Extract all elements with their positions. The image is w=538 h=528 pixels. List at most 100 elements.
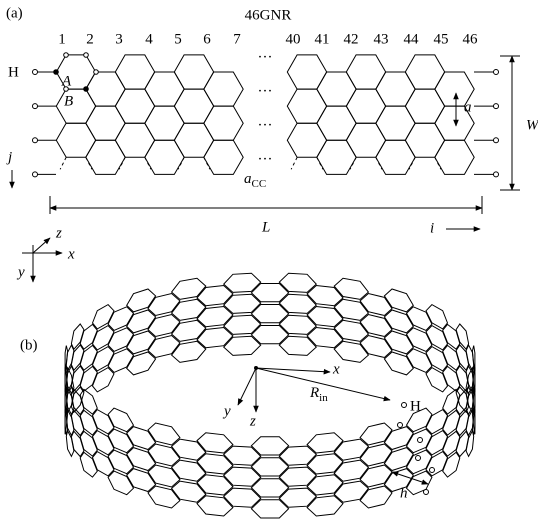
hexagon [172,439,206,460]
panel-label: (b) [20,337,38,353]
h-atom [33,138,38,143]
hexagon [307,475,343,495]
hexagon [360,465,392,487]
hexagon [360,315,392,337]
hexagon [317,72,356,106]
hexagon [197,454,233,474]
hexagon [108,450,133,474]
column-label: 3 [115,31,123,47]
ellipsis: ··· [258,117,273,133]
column-label: 41 [315,31,330,47]
hexagon [307,307,343,327]
hexagon [148,423,180,445]
hexagon [426,410,448,434]
hexagon [197,286,233,306]
hexagon [287,55,326,89]
hexagon [334,278,368,299]
axis-label: x [67,246,75,262]
h-atom [418,438,423,443]
i-label: i [430,220,434,236]
hexagon [334,320,368,341]
hexagon [376,106,415,140]
j-label: j [6,149,12,165]
hexagon [426,368,448,392]
hexagon [346,55,385,89]
hexagon [405,55,444,89]
origin [254,366,258,370]
hexagon [307,433,343,453]
hexagon [197,328,233,348]
column-label: 40 [286,31,301,47]
hexagon [204,72,243,106]
hexagon [148,444,180,466]
hexagon [334,299,368,320]
column-label: 1 [58,31,66,47]
atom [84,53,89,58]
hexagon [443,452,460,477]
hexagon [127,427,156,450]
width-label: W [526,117,538,133]
h-atom [494,138,499,143]
axis-label: y [16,264,25,280]
hexagon [426,347,448,371]
h-atom-label: H [8,64,19,80]
hexagon [360,336,392,358]
h-atom [424,490,429,495]
axis-label: z [55,225,62,241]
axis-y [238,368,256,405]
hexagon [376,72,415,106]
hexagon [426,326,448,350]
hexagon [127,310,156,333]
hexagon [148,336,180,358]
axis-label: x [332,361,340,377]
h-atom [430,468,435,473]
column-label: 43 [374,31,389,47]
hexagon [148,486,180,508]
h-atom [494,104,499,109]
hexagon [145,72,184,106]
axis-z [33,238,50,253]
h-atom-label: H [410,398,421,414]
h-atom [494,70,499,75]
ring-lattice [65,273,475,518]
column-label: 6 [203,31,211,47]
hexagon [426,431,448,455]
ellipsis: ··· [258,83,273,99]
hexagon [407,307,432,331]
hexagon [93,347,115,371]
hexagon [317,106,356,140]
hexagon [426,452,448,476]
site-label: B [64,93,73,109]
hexagon [307,328,343,348]
hexagon [127,331,156,354]
hexagon [174,55,213,89]
hexagon [93,368,115,392]
hexagon [127,289,156,312]
panel-label: (a) [6,5,23,21]
h-atom [33,172,38,177]
column-label: 46 [463,31,479,47]
hexagon [360,486,392,508]
hexagon [145,106,184,140]
hexagon [172,320,206,341]
hexagon [127,469,156,492]
hexagon [108,429,133,453]
hexagon [307,454,343,474]
h-atom [402,403,407,408]
hexagon [108,471,133,495]
hexagon [71,324,84,349]
ellipsis: ··· [258,151,273,167]
hexagon [174,123,213,157]
atom [54,70,59,75]
hexagon [384,331,413,354]
hexagon [384,427,413,450]
column-label: 5 [174,31,182,47]
column-label: 4 [145,31,153,47]
hexagon [93,431,115,455]
hexagon [334,439,368,460]
hexagon [86,106,125,140]
hexagon [172,481,206,502]
hexagon [127,352,156,375]
hexagon [197,475,233,495]
hexagon [148,315,180,337]
